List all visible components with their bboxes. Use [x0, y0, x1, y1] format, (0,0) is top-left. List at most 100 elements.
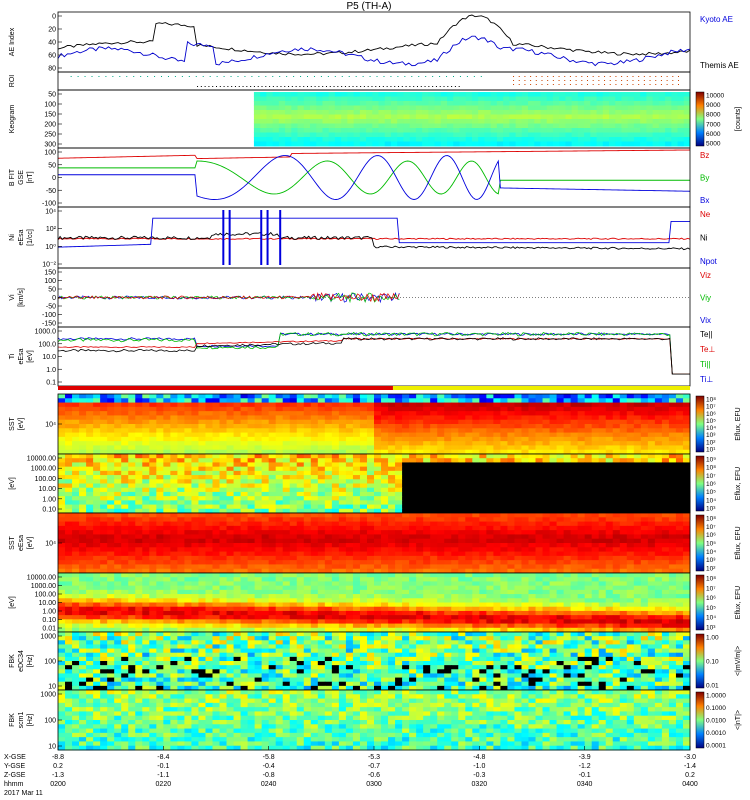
y-tick-label: 80: [48, 66, 56, 73]
y-axis-label: [eV]: [9, 596, 16, 609]
y-tick-label: 0: [52, 295, 56, 302]
colorbar-tick: 10⁴: [706, 497, 716, 504]
y-tick-label: -50: [46, 304, 56, 311]
colorbar-tick: 10²: [706, 566, 716, 573]
series-line: [57, 14, 691, 56]
colorbar-tick: 1.0000: [706, 693, 726, 700]
panel-ti: Ti eEsa [eV] 1000.0 100.0 10.0 1.0 0.1 Te|| Te⊥ Ti…: [9, 326, 715, 387]
y-axis-label: FBK: [9, 654, 16, 668]
axis-row-label: X-GSE: [4, 754, 26, 761]
colorbar-tick: 7000: [706, 121, 721, 128]
series-line: [57, 337, 690, 375]
y-tick-label: 250: [44, 132, 56, 139]
panel-frame: [57, 206, 691, 269]
y-axis-label: ROI: [9, 75, 16, 88]
axis-row-value: -1.0: [473, 763, 485, 770]
y-axis-label: GSE: [18, 170, 25, 185]
y-tick-label: 1000.00: [31, 583, 56, 590]
x-tick-label: 0320: [472, 781, 488, 788]
axis-row-value: -3.0: [684, 754, 696, 761]
axis-row-value: 0.2: [53, 763, 63, 770]
colorbar-tick: 10⁴: [706, 549, 716, 556]
series-line: [57, 332, 690, 375]
y-tick-label: 50: [48, 92, 56, 99]
x-tick-label: 0200: [50, 781, 66, 788]
colorbar-tick: 10³: [706, 557, 716, 564]
legend-entry: Viz: [700, 271, 711, 280]
colorbar-tick: 10¹: [706, 447, 716, 454]
y-axis-label: eEsa: [18, 535, 25, 551]
y-tick-label: 0.10: [42, 617, 56, 624]
axis-row-value: -0.3: [473, 772, 485, 779]
panel-keogram: Keogram 50 100 150 200 250 300 10000 9000 8000 700…: [9, 89, 742, 149]
legend-entry: Npot: [700, 257, 718, 266]
colorbar-tick: 10⁷: [706, 404, 716, 411]
y-axis-label: Keogram: [9, 105, 16, 134]
colorbar-tick: 0.0010: [706, 730, 726, 737]
colorbar-tick: 10000: [706, 93, 724, 100]
series-line: [57, 292, 400, 303]
colorbar-tick: 10⁸: [706, 465, 716, 472]
y-tick-label: 10: [48, 744, 56, 751]
colorbar-label: Eflux, EFU: [735, 407, 742, 440]
axis-row-value: -0.6: [368, 772, 380, 779]
colorbar-tick: 9000: [706, 102, 721, 109]
y-tick-label: 10²: [46, 226, 57, 233]
y-tick-label: 10⁰: [45, 243, 56, 251]
axis-row-value: -1.3: [52, 772, 64, 779]
y-tick-label: -50: [46, 188, 56, 195]
colorbar-tick: 10⁴: [706, 615, 716, 622]
y-tick-label: 100: [44, 659, 56, 666]
colorbar: [695, 395, 705, 453]
axis-row-value: 0.2: [685, 772, 695, 779]
y-tick-label: 10⁴: [45, 541, 56, 548]
y-tick-label: 50: [48, 162, 56, 169]
legend-entry: Te⊥: [700, 345, 715, 354]
y-axis-label: SST: [9, 535, 16, 549]
y-axis-label: Ti: [9, 353, 16, 359]
x-tick-label: 0300: [366, 781, 382, 788]
y-tick-label: 0.10: [42, 507, 56, 514]
colorbar: [695, 633, 705, 689]
y-tick-label: 100.00: [35, 592, 57, 599]
colorbar: [695, 691, 705, 749]
y-axis-label: [Hz]: [27, 714, 34, 727]
colorbar-tick: 0.01: [706, 683, 719, 690]
y-tick-label: -100: [42, 201, 56, 208]
panel-sst_e: SST [eV] 10⁴10⁸10⁷10⁶10⁵10⁴10³10²10¹Eflux,…: [9, 386, 742, 455]
colorbar-label: <|nT|>: [735, 710, 742, 730]
y-axis-label: AE Index: [9, 27, 16, 56]
y-tick-label: 100: [44, 150, 56, 157]
legend-entry: Ti⊥: [700, 375, 713, 384]
series-line: [57, 237, 691, 240]
y-axis-label: scm1: [18, 712, 25, 729]
x-tick-label: 0340: [577, 781, 593, 788]
y-tick-label: 0.1: [46, 380, 56, 387]
axis-row-value: -5.3: [368, 754, 380, 761]
y-axis-label: [eV]: [9, 477, 16, 490]
panel-roi: ROI: [9, 71, 691, 91]
y-axis-label: eEsa: [18, 348, 25, 364]
series-line: [57, 291, 400, 304]
figure-title: P5 (TH-A): [347, 1, 392, 12]
legend-entry: Ne: [700, 210, 711, 219]
panel-fbk1: FBK eDC34 [Hz] 1000 100 10 1.00 0.10 0.01 <|mV/m|…: [9, 631, 742, 691]
x-tick-label: 0220: [156, 781, 172, 788]
axis-row-label: Y-GSE: [4, 763, 25, 770]
y-tick-label: 10000.00: [27, 575, 56, 582]
axis-row-value: -1.4: [684, 763, 696, 770]
panel-sst_i: SST eEsa [eV] 10⁴10⁸10⁷10⁶10⁵10⁴10³10²Eflux…: [9, 512, 742, 574]
colorbar-tick: 10⁵: [706, 489, 716, 496]
colorbar-tick: 10⁷: [706, 524, 716, 531]
legend-entry: Themis AE: [700, 61, 739, 70]
colorbar-tick: 10⁴: [706, 425, 716, 432]
panel-frame: [57, 326, 691, 387]
axis-row-value: -4.8: [473, 754, 485, 761]
colorbar-tick: 0.0100: [706, 718, 726, 725]
legend-entry: Viy: [700, 294, 711, 303]
y-tick-label: 10000.00: [27, 456, 56, 463]
y-tick-label: 20: [48, 27, 56, 34]
colorbar-label: <|mV/m|>: [735, 646, 742, 676]
colorbar-tick: 0.10: [706, 659, 719, 666]
axis-row-value: -5.8: [263, 754, 275, 761]
